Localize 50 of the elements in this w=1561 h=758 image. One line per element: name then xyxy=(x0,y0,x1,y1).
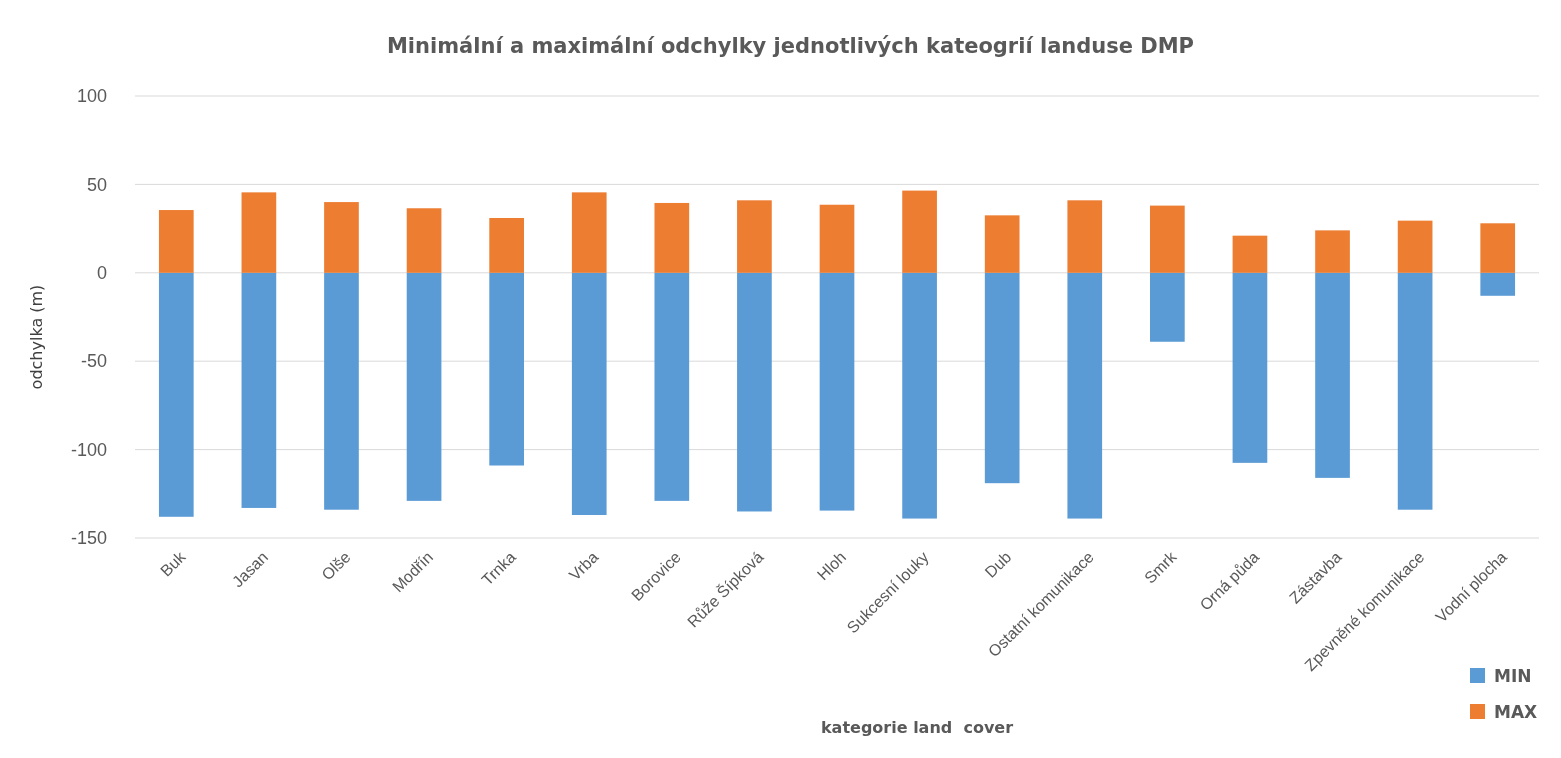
bar xyxy=(1067,200,1103,273)
bar xyxy=(654,272,690,501)
bar xyxy=(737,200,772,273)
bar xyxy=(1067,272,1103,519)
y-tick-label: -150 xyxy=(70,528,107,549)
y-tick-label: 100 xyxy=(76,86,107,107)
bar xyxy=(406,272,442,501)
bar xyxy=(158,272,194,517)
bar xyxy=(1315,272,1350,478)
y-tick-label: 0 xyxy=(96,263,107,284)
x-tick-label: Dub xyxy=(981,548,1015,581)
y-tick-label: 50 xyxy=(86,174,107,195)
bar xyxy=(737,272,772,512)
y-axis-title: odchylka (m) xyxy=(27,284,46,390)
x-axis-title: kategorie land cover xyxy=(820,718,1014,737)
bar xyxy=(984,215,1020,273)
x-tick-label: Olše xyxy=(318,548,354,584)
bar xyxy=(571,192,607,273)
legend-label: MAX xyxy=(1494,702,1538,722)
y-tick-label: -100 xyxy=(70,439,107,460)
bar xyxy=(489,217,524,273)
bar xyxy=(324,202,359,273)
bar xyxy=(1232,235,1268,273)
x-tick-label: Hloh xyxy=(813,548,850,584)
bar xyxy=(1480,272,1516,296)
bar xyxy=(1150,205,1185,273)
bar xyxy=(984,272,1020,484)
bar xyxy=(241,192,277,273)
y-tick-label: -50 xyxy=(80,351,107,372)
bar xyxy=(819,272,855,511)
x-tick-label: Buk xyxy=(156,547,190,580)
chart-title: Minimální a maximální odchylky jednotlivých kateogrií landuse DMP xyxy=(386,34,1195,58)
bar xyxy=(406,208,442,273)
bar xyxy=(1232,272,1268,463)
bar xyxy=(241,272,277,508)
bar xyxy=(158,210,194,273)
bar xyxy=(654,202,690,273)
bar xyxy=(902,272,937,519)
bar xyxy=(1150,272,1185,342)
bar xyxy=(1315,230,1350,273)
bar xyxy=(1397,220,1433,273)
bar xyxy=(324,272,359,510)
bar xyxy=(819,204,855,273)
bar xyxy=(1397,272,1433,510)
bar xyxy=(489,272,524,466)
legend-label: MIN xyxy=(1494,666,1532,686)
x-tick-label: Vrba xyxy=(565,548,602,584)
bar xyxy=(902,190,937,273)
bar xyxy=(1480,223,1516,273)
bar xyxy=(571,272,607,516)
